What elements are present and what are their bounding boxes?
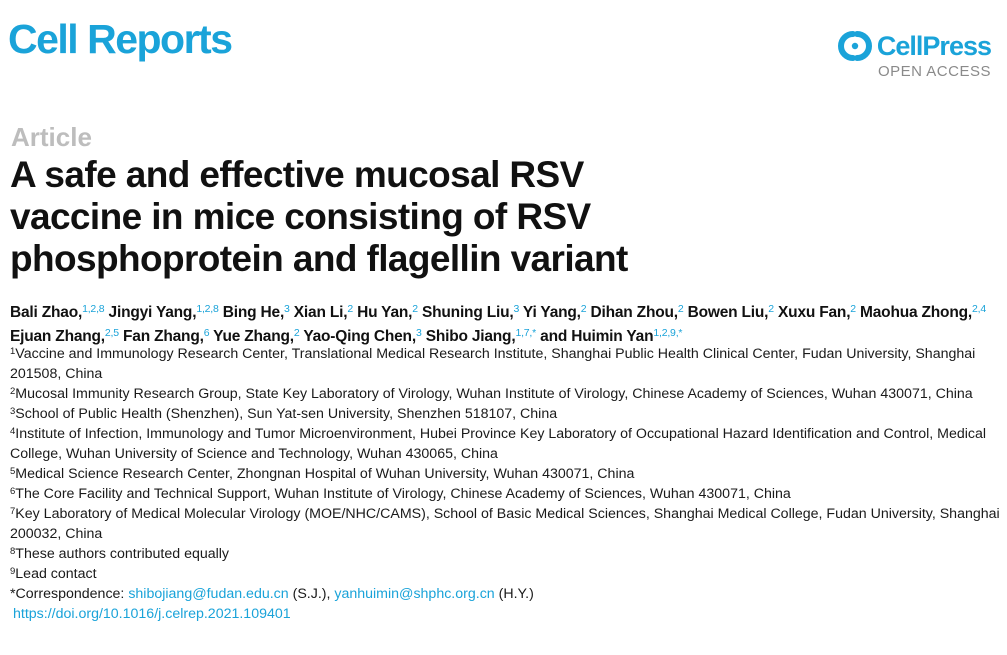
author-name: Fan Zhang, bbox=[123, 328, 204, 345]
affiliation-number: 2 bbox=[10, 386, 16, 397]
author: Yue Zhang,2 bbox=[213, 327, 300, 345]
author-name: Xuxu Fan, bbox=[778, 304, 851, 321]
affiliation-text: Mucosal Immunity Research Group, State K… bbox=[15, 386, 973, 402]
author-affiliation-marks[interactable]: 3 bbox=[415, 327, 422, 339]
affiliation-text: Lead contact bbox=[15, 566, 97, 582]
author-name: Bing He, bbox=[222, 304, 285, 321]
affiliation: 2Mucosal Immunity Research Group, State … bbox=[10, 384, 1000, 404]
author-name: Bowen Liu, bbox=[687, 304, 769, 321]
author-name: and Huimin Yan bbox=[540, 328, 654, 345]
affiliation-number: 4 bbox=[10, 426, 16, 437]
author-affiliation-marks[interactable]: 2 bbox=[293, 327, 300, 339]
author-affiliation-marks[interactable]: 6 bbox=[203, 327, 210, 339]
affiliation: 9Lead contact bbox=[10, 564, 1000, 584]
affiliation-list: 1Vaccine and Immunology Research Center,… bbox=[10, 344, 1000, 624]
author: Yi Yang,2 bbox=[522, 303, 587, 321]
affiliation: 8These authors contributed equally bbox=[10, 544, 1000, 564]
author: Xian Li,2 bbox=[294, 304, 353, 321]
title-line: phosphoprotein and flagellin variant bbox=[10, 238, 628, 279]
article-title: A safe and effective mucosal RSV vaccine… bbox=[10, 154, 710, 280]
publisher-block: CellPress OPEN ACCESS bbox=[837, 30, 992, 80]
author-name: Bali Zhao, bbox=[10, 304, 83, 321]
author: and Huimin Yan1,2,9,* bbox=[540, 328, 682, 345]
cellpress-logo-icon bbox=[837, 31, 872, 61]
author-name: Dihan Zhou, bbox=[590, 304, 679, 321]
author: Shibo Jiang,1,7,* bbox=[425, 327, 537, 345]
affiliation: 7Key Laboratory of Medical Molecular Vir… bbox=[10, 504, 1000, 544]
affiliation: 6The Core Facility and Technical Support… bbox=[10, 484, 1000, 504]
author-affiliation-marks[interactable]: 2 bbox=[412, 303, 418, 315]
author-list: Bali Zhao,1,2,8 Jingyi Yang,1,2,8 Bing H… bbox=[10, 301, 1000, 349]
affiliation: 5Medical Science Research Center, Zhongn… bbox=[10, 464, 1000, 484]
doi-link[interactable]: https://doi.org/10.1016/j.celrep.2021.10… bbox=[13, 606, 291, 622]
title-line: A safe and effective mucosal RSV bbox=[10, 154, 584, 195]
author: Hu Yan,2 bbox=[357, 304, 418, 321]
author-affiliation-marks[interactable]: 1,2,8 bbox=[196, 303, 219, 315]
affiliation-number: 5 bbox=[10, 466, 16, 477]
author-name: Yue Zhang, bbox=[213, 328, 294, 345]
affiliation-text: Key Laboratory of Medical Molecular Viro… bbox=[10, 506, 1000, 542]
affiliation-text: Medical Science Research Center, Zhongna… bbox=[15, 466, 635, 482]
author: Bali Zhao,1,2,8 bbox=[10, 303, 105, 321]
correspondence-mark: * bbox=[10, 586, 16, 602]
author-affiliation-marks[interactable]: 1,2,8 bbox=[82, 303, 105, 315]
author-affiliation-marks[interactable]: 1,7,* bbox=[515, 327, 537, 339]
affiliation-number: 9 bbox=[10, 566, 16, 577]
author: Yao-Qing Chen,3 bbox=[303, 328, 421, 345]
author-affiliation-marks[interactable]: 2 bbox=[768, 303, 774, 315]
author-name: Shibo Jiang, bbox=[425, 328, 516, 345]
affiliation-number: 3 bbox=[10, 406, 16, 417]
author: Jingyi Yang,1,2,8 bbox=[109, 304, 219, 321]
affiliation: 1Vaccine and Immunology Research Center,… bbox=[10, 344, 1000, 384]
author: Ejuan Zhang,2,5 bbox=[10, 328, 119, 345]
article-type: Article bbox=[11, 122, 92, 152]
affiliation-number: 6 bbox=[10, 486, 16, 497]
author: Bowen Liu,2 bbox=[687, 303, 775, 321]
open-access-label: OPEN ACCESS bbox=[877, 63, 991, 80]
author: Maohua Zhong,2,4 bbox=[860, 304, 986, 321]
author-affiliation-marks[interactable]: 2 bbox=[347, 303, 353, 315]
email-link-jiang[interactable]: shibojiang@fudan.edu.cn bbox=[128, 586, 289, 602]
author: Dihan Zhou,2 bbox=[591, 304, 684, 321]
author-name: Xian Li, bbox=[293, 304, 348, 321]
publisher-name: CellPress bbox=[876, 30, 992, 61]
email-link-yan[interactable]: yanhuimin@shphc.org.cn bbox=[334, 586, 495, 602]
affiliation-text: The Core Facility and Technical Support,… bbox=[15, 486, 791, 502]
affiliation-text: Institute of Infection, Immunology and T… bbox=[10, 426, 987, 462]
author-name: Maohua Zhong, bbox=[860, 304, 972, 321]
author: Fan Zhang,6 bbox=[123, 327, 210, 345]
author-name: Yi Yang, bbox=[522, 304, 581, 321]
affiliation-number: 7 bbox=[10, 506, 16, 517]
correspondence: *Correspondence: shibojiang@fudan.edu.cn… bbox=[10, 584, 1000, 604]
correspondence-label: Correspondence: bbox=[15, 586, 129, 602]
affiliation-number: 8 bbox=[10, 546, 16, 557]
author-name: Ejuan Zhang, bbox=[10, 328, 105, 345]
author: Xuxu Fan,2 bbox=[778, 304, 856, 321]
affiliation: 4Institute of Infection, Immunology and … bbox=[10, 424, 1000, 464]
author-affiliation-marks[interactable]: 2,4 bbox=[971, 303, 986, 315]
affiliation-text: School of Public Health (Shenzhen), Sun … bbox=[15, 406, 558, 422]
correspondence-initials: (H.Y.) bbox=[494, 586, 534, 602]
author-name: Hu Yan, bbox=[357, 304, 413, 321]
author-affiliation-marks[interactable]: 2 bbox=[677, 303, 684, 315]
affiliation: 3School of Public Health (Shenzhen), Sun… bbox=[10, 404, 1000, 424]
affiliation-text: Vaccine and Immunology Research Center, … bbox=[10, 346, 976, 382]
author-affiliation-marks[interactable]: 1,2,9,* bbox=[653, 327, 683, 339]
correspondence-initials: (S.J.), bbox=[288, 586, 335, 602]
author-affiliation-marks[interactable]: 2,5 bbox=[104, 327, 119, 339]
affiliation-number: 1 bbox=[10, 346, 16, 357]
author: Bing He,3 bbox=[223, 304, 290, 321]
journal-name: Cell Reports bbox=[8, 16, 233, 62]
author-affiliation-marks[interactable]: 2 bbox=[580, 303, 587, 315]
author-name: Jingyi Yang, bbox=[108, 304, 197, 321]
author-affiliation-marks[interactable]: 3 bbox=[284, 303, 290, 315]
author-affiliation-marks[interactable]: 3 bbox=[513, 303, 520, 315]
author-affiliation-marks[interactable]: 2 bbox=[850, 303, 856, 315]
affiliation-text: These authors contributed equally bbox=[15, 546, 230, 562]
author: Shuning Liu,3 bbox=[422, 304, 519, 321]
author-name: Shuning Liu, bbox=[422, 304, 514, 321]
author-name: Yao-Qing Chen, bbox=[303, 328, 416, 345]
title-line: vaccine in mice consisting of RSV bbox=[10, 196, 591, 237]
